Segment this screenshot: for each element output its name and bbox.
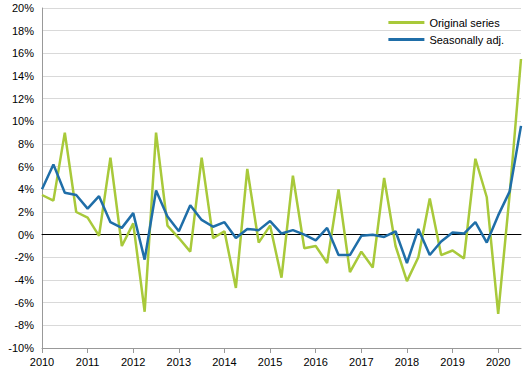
svg-text:2013: 2013 xyxy=(167,356,191,368)
svg-text:14%: 14% xyxy=(12,70,34,82)
svg-text:Original series: Original series xyxy=(429,17,500,29)
svg-text:4%: 4% xyxy=(18,183,34,195)
svg-text:0%: 0% xyxy=(18,229,34,241)
svg-text:2019: 2019 xyxy=(440,356,464,368)
svg-text:20%: 20% xyxy=(12,2,34,14)
svg-text:2011: 2011 xyxy=(76,356,100,368)
svg-text:Seasonally adj.: Seasonally adj. xyxy=(429,34,504,46)
svg-text:2%: 2% xyxy=(18,206,34,218)
svg-text:2010: 2010 xyxy=(30,356,54,368)
svg-text:2016: 2016 xyxy=(303,356,327,368)
svg-text:12%: 12% xyxy=(12,93,34,105)
svg-text:10%: 10% xyxy=(12,115,34,127)
svg-text:2015: 2015 xyxy=(258,356,282,368)
svg-text:6%: 6% xyxy=(18,161,34,173)
svg-text:8%: 8% xyxy=(18,138,34,150)
svg-text:2020: 2020 xyxy=(486,356,510,368)
svg-text:18%: 18% xyxy=(12,25,34,37)
svg-text:2012: 2012 xyxy=(121,356,145,368)
svg-text:2017: 2017 xyxy=(349,356,373,368)
svg-text:16%: 16% xyxy=(12,47,34,59)
svg-text:-4%: -4% xyxy=(14,274,34,286)
svg-text:-8%: -8% xyxy=(14,319,34,331)
svg-text:-2%: -2% xyxy=(14,251,34,263)
svg-text:-6%: -6% xyxy=(14,297,34,309)
svg-text:2014: 2014 xyxy=(212,356,236,368)
svg-text:2018: 2018 xyxy=(395,356,419,368)
svg-text:-10%: -10% xyxy=(8,342,34,354)
